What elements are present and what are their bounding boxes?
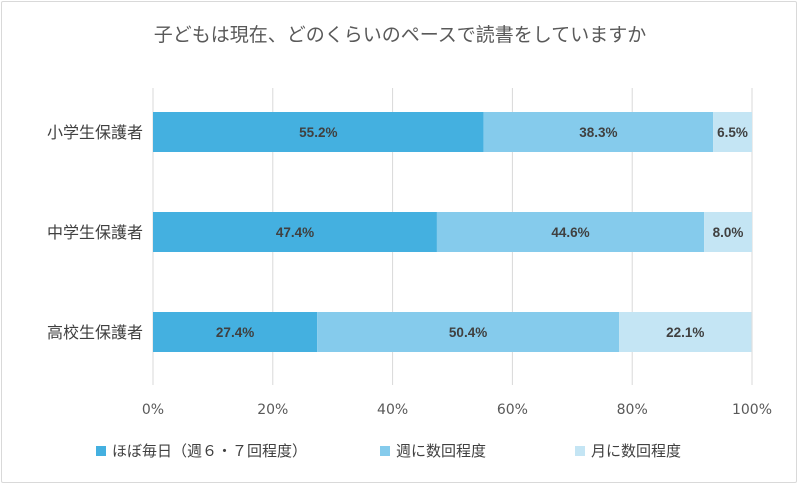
legend-swatch	[96, 446, 106, 456]
x-tick-label: 80%	[617, 402, 648, 418]
bar-segment	[713, 112, 752, 152]
data-label: 27.4%	[216, 325, 254, 340]
bar-segment	[153, 212, 437, 252]
x-tick-label: 40%	[377, 402, 408, 418]
bar-segment	[153, 112, 484, 152]
data-label: 38.3%	[579, 125, 617, 140]
bars: 55.2% 38.3% 6.5% 47.4% 44.6% 8.0% 27.4% 50.4% 22…	[153, 112, 752, 352]
bar-segment	[704, 212, 752, 252]
bar-segment	[153, 312, 318, 352]
x-tick-label: 0%	[142, 402, 164, 418]
legend-label: 月に数回程度	[591, 442, 681, 460]
legend-label: 週に数回程度	[396, 442, 486, 460]
data-label: 55.2%	[299, 125, 337, 140]
data-label: 8.0%	[713, 225, 744, 240]
x-tick-label: 100%	[732, 402, 772, 418]
bar-segment	[619, 312, 752, 352]
x-axis-tick-labels: 0% 20% 40% 60% 80% 100%	[142, 402, 772, 418]
data-label: 47.4%	[276, 225, 314, 240]
legend: ほぼ毎日（週６・７回程度） 週に数回程度 月に数回程度	[96, 442, 681, 460]
x-tick-label: 20%	[257, 402, 288, 418]
x-tick-label: 60%	[497, 402, 528, 418]
category-label: 小学生保護者	[47, 123, 143, 142]
category-label: 高校生保護者	[47, 323, 143, 342]
bar-segment	[317, 312, 620, 352]
legend-label: ほぼ毎日（週６・７回程度）	[112, 442, 307, 460]
legend-swatch	[575, 446, 585, 456]
data-label: 22.1%	[666, 325, 704, 340]
bar-segment	[436, 212, 705, 252]
legend-swatch	[380, 446, 390, 456]
chart-title: 子どもは現在、どのくらいのペースで読書をしていますか	[154, 24, 646, 46]
category-label: 中学生保護者	[47, 223, 143, 242]
data-label: 6.5%	[717, 125, 748, 140]
data-label: 50.4%	[449, 325, 487, 340]
bar-segment	[483, 112, 714, 152]
data-label: 44.6%	[551, 225, 589, 240]
